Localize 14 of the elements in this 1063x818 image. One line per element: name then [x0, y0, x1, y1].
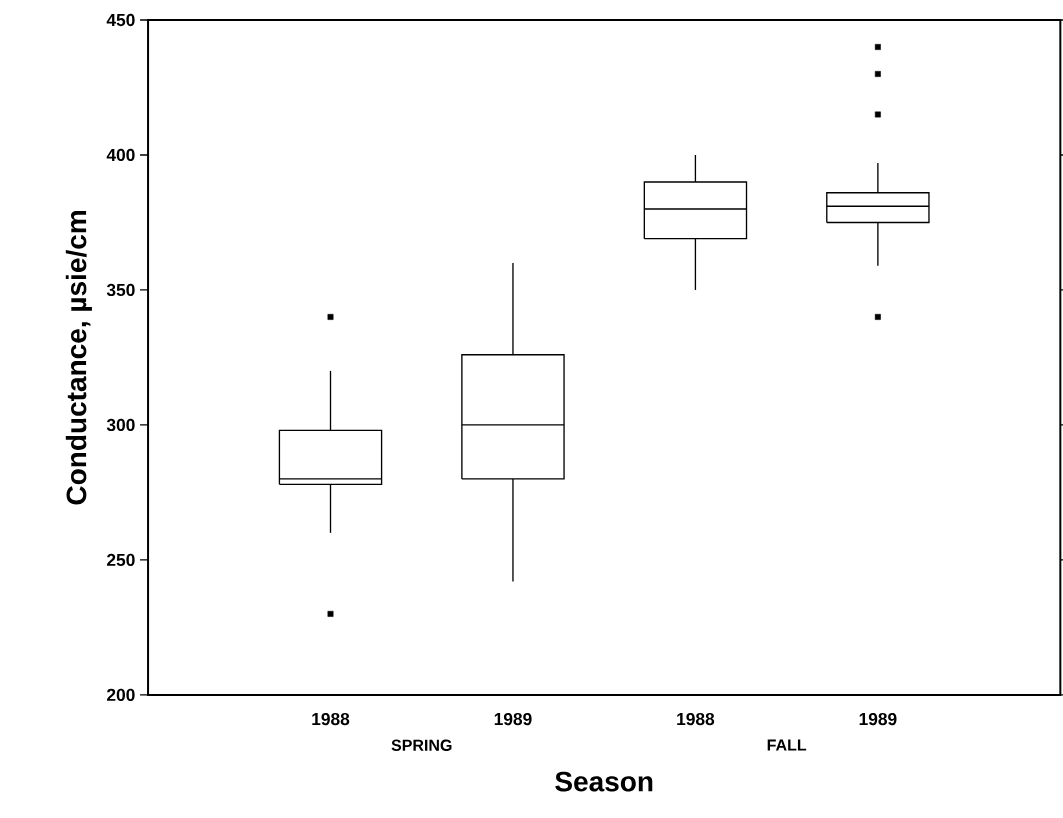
- x-tick-label: 1988: [677, 713, 715, 726]
- y-tick-label: 250: [107, 553, 135, 567]
- text: SPRING: [391, 739, 452, 752]
- x-tick-label: 1988: [312, 713, 350, 726]
- y-axis-title: Conductance, µsie/cm: [65, 211, 92, 505]
- x-tick-label: 1989: [494, 713, 532, 726]
- y-tick-label: 200: [107, 688, 135, 702]
- y-tick-label: 450: [106, 14, 135, 27]
- text: FALL: [767, 739, 807, 751]
- x-tick-label: 1989: [859, 713, 897, 726]
- x-axis-title: Season: [555, 771, 653, 792]
- y-tick-label: 300: [106, 418, 135, 432]
- y-tick-label: 400: [106, 149, 135, 162]
- y-tick-label: 350: [106, 284, 135, 297]
